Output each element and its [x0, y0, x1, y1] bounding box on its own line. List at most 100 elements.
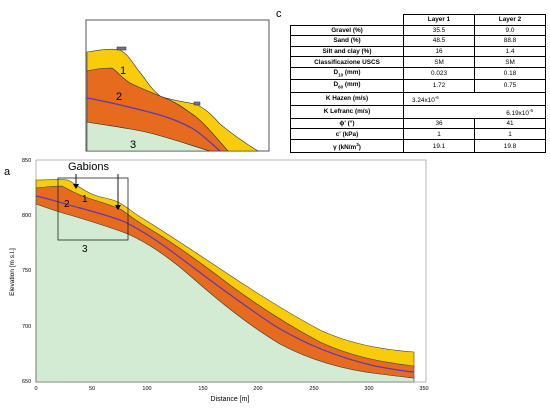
inset-layer-1	[86, 48, 260, 152]
x-tick-label: 200	[253, 386, 262, 392]
k-lefranc-exp: -6	[528, 107, 533, 113]
param-k-hazen: K Hazen (m/s)	[290, 91, 404, 106]
value-layer1: 16	[403, 45, 475, 58]
param-gamma-main: γ (kN/m	[333, 144, 357, 152]
gabion-arrowhead-1	[73, 184, 79, 189]
param-d10-sub: 10	[338, 72, 344, 78]
param-unit-weight: γ (kN/m3)	[290, 138, 404, 154]
value-layer1: 35.5	[403, 24, 475, 37]
value-layer1: 1	[403, 128, 475, 140]
param-gamma-sup: 3	[356, 141, 359, 147]
x-tick-label: 250	[309, 386, 318, 392]
layer-1-gravelly-sand	[35, 179, 415, 367]
plot-area-frame	[35, 159, 427, 383]
soil-properties-table: Layer 1 Layer 2 Gravel (%) 35.5 9.0 Sand…	[290, 14, 546, 154]
layer-interface-line	[35, 195, 415, 373]
table-row: K Hazen (m/s) 3.24x10-6	[290, 91, 546, 106]
inset-gabion-marker	[193, 101, 201, 106]
inset-frame	[85, 19, 270, 152]
table-row: Gravel (%) 35.5 9.0	[290, 24, 546, 37]
x-tick-label: 150	[198, 386, 207, 392]
gabion-arrows	[73, 174, 121, 210]
param-d10-tail: (mm)	[343, 68, 361, 76]
panel-label-c: c	[276, 8, 282, 20]
y-tick-label: 850	[22, 158, 31, 164]
value-layer2: 0.18	[474, 66, 546, 81]
table-row: Sand (%) 48.5 88.8	[290, 35, 546, 47]
param-d60-tail: (mm)	[343, 81, 361, 89]
layer-label-3: 3	[82, 244, 88, 255]
param-d10-main: D	[333, 68, 339, 76]
y-tick-label: 650	[22, 379, 31, 385]
param-gravel: Gravel (%)	[290, 24, 404, 37]
x-tick-label: 0	[34, 386, 37, 392]
value-layer1: 48.5	[403, 35, 475, 47]
inset-layer-3	[86, 121, 211, 152]
y-axis-label: Elevation [m s.l.]	[9, 248, 16, 296]
k-hazen-base: 3.24x10	[412, 96, 435, 104]
value-layer2: 0.75	[474, 79, 546, 93]
value-layer2: 1.4	[474, 45, 546, 58]
k-hazen-exp: -6	[434, 94, 439, 100]
param-friction-angle: ϕ' (°)	[290, 117, 404, 130]
table-row: D60 (mm) 1.72 0.75	[290, 79, 546, 93]
x-axis-label: Distance [m]	[211, 396, 250, 403]
value-layer1: 3.24x10-6	[403, 91, 546, 106]
table-header-blank	[291, 15, 404, 26]
x-tick-label: 50	[89, 386, 95, 392]
table-row: K Lefranc (m/s) 6.19x10-6	[290, 104, 546, 119]
inset-gabion-marker	[116, 46, 127, 51]
layer-3-bedrock	[35, 203, 415, 383]
table-row: Classificazione USCS SM SM	[290, 56, 546, 68]
param-silt-clay: Silt and clay (%)	[290, 45, 404, 58]
y-tick-label: 800	[22, 213, 31, 219]
value-layer1: 19.1	[403, 138, 475, 154]
param-d60-sub: 60	[338, 84, 344, 90]
zoom-rectangle	[57, 177, 129, 241]
profile-axes	[35, 159, 427, 383]
value-layer1: SM	[403, 56, 475, 68]
x-axis-ticks: 0 50 100 150 200 250 300 350	[34, 386, 428, 392]
table-row: Silt and clay (%) 16 1.4	[290, 45, 546, 58]
value-layer2: 6.19x10-6	[403, 104, 546, 119]
param-d60: D60 (mm)	[290, 79, 404, 93]
value-layer2: 19.8	[474, 138, 546, 154]
param-d60-main: D	[333, 81, 339, 89]
param-sand: Sand (%)	[290, 35, 404, 47]
panel-label-a: a	[4, 166, 11, 178]
value-layer2: 88.8	[474, 35, 546, 47]
inset-layer-label-2: 2	[116, 91, 122, 103]
param-uscs: Classificazione USCS	[290, 56, 404, 68]
inset-layer-label-3: 3	[130, 139, 136, 151]
k-lefranc-base: 6.19x10	[506, 109, 529, 117]
inset-layer-label-1: 1	[120, 65, 126, 77]
value-layer2: 1	[474, 128, 546, 140]
y-tick-label: 700	[22, 324, 31, 330]
gabion-arrowhead-2	[115, 205, 121, 210]
inset-strata	[86, 46, 260, 152]
table-header-layer2: Layer 2	[474, 14, 546, 26]
table-header-row: Layer 1 Layer 2	[291, 14, 546, 26]
table-row: D10 (mm) 0.023 0.18	[290, 66, 546, 81]
layer-2-sand	[35, 185, 415, 379]
value-layer1: 1.72	[403, 79, 475, 93]
value-layer1: 36	[403, 117, 475, 130]
inset-interface-line	[86, 97, 221, 152]
table-row: c' (kPa) 1 1	[290, 128, 546, 140]
table-header-layer1: Layer 1	[403, 14, 475, 26]
y-tick-label: 750	[22, 268, 31, 274]
value-layer2: SM	[474, 56, 546, 68]
x-tick-label: 100	[142, 386, 151, 392]
value-layer2: 41	[474, 117, 546, 130]
param-d10: D10 (mm)	[290, 66, 404, 81]
inset-layer-2	[86, 67, 229, 152]
value-layer1: 0.023	[403, 66, 475, 81]
table-row: ϕ' (°) 36 41	[290, 117, 546, 130]
y-axis-ticks: 850 800 750 700 650	[22, 158, 31, 385]
table-row: γ (kN/m3) 19.1 19.8	[290, 138, 546, 154]
param-k-lefranc: K Lefranc (m/s)	[290, 104, 404, 119]
layer-label-2: 2	[64, 199, 70, 210]
param-gamma-tail: )	[358, 144, 361, 152]
x-tick-label: 350	[419, 386, 428, 392]
x-tick-label: 300	[364, 386, 373, 392]
